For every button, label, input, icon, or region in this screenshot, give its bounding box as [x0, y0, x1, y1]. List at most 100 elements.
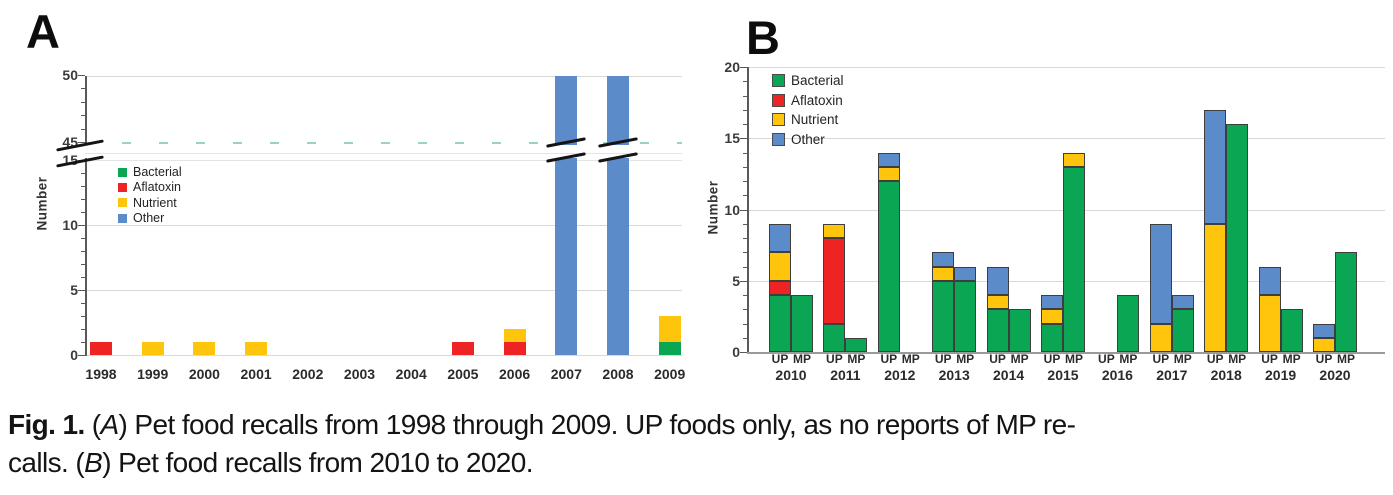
- y-tick-a-1: [81, 342, 85, 343]
- y-tick-b-4: [743, 295, 747, 296]
- panel-a-y-axis-title: Number: [34, 176, 50, 231]
- bar-a-2006-aflatoxin: [503, 342, 526, 355]
- legend-item-nutrient: Nutrient: [118, 196, 177, 210]
- y-tick-b-8: [743, 238, 747, 239]
- x-sublabel-b-2015-up: UP: [1043, 352, 1061, 366]
- legend-label-other: Other: [133, 211, 165, 226]
- x-tick-label-b-2014: 2014: [993, 367, 1025, 383]
- y-tick-b-20: [740, 67, 747, 68]
- x-sublabel-b-2012-mp: MP: [901, 352, 920, 366]
- bar-b-2020-mp-bacterial: [1335, 252, 1357, 352]
- legend-swatch-nutrient-icon: [772, 113, 785, 127]
- x-sublabel-b-2016-mp: MP: [1119, 352, 1138, 366]
- caption-line-1: Fig. 1. (A) Pet food recalls from 1998 th…: [8, 406, 1388, 444]
- y-tick-a-13: [81, 186, 85, 187]
- y-tick-a-12: [81, 199, 85, 200]
- y-tick-b-7: [743, 252, 747, 254]
- x-tick-label-a-2007: 2007: [550, 366, 582, 382]
- y-tick-b-1: [743, 337, 747, 339]
- gridline-a-5: [85, 290, 682, 291]
- gridline-b-15: [747, 138, 1385, 140]
- bar-b-2010-up-bacterial: [769, 295, 791, 352]
- y-tick-a-48: [81, 101, 85, 103]
- caption-text: ) Pet food recalls from 1998 through 200…: [118, 409, 1076, 440]
- bar-b-2010-up-aflatoxin: [769, 280, 791, 295]
- y-tick-label-b-10: 10: [724, 201, 740, 218]
- legend-label-bacterial: Bacterial: [133, 165, 182, 179]
- x-tick-label-b-2010: 2010: [775, 367, 807, 383]
- bar-b-2012-up-other: [877, 152, 900, 167]
- caption-text: A: [100, 409, 119, 440]
- y-tick-b-19: [743, 81, 747, 83]
- x-sublabel-b-2011-up: UP: [826, 352, 843, 366]
- y-tick-a-4: [81, 303, 85, 304]
- y-tick-a-6: [81, 277, 85, 278]
- bar-a-2006-nutrient: [503, 329, 526, 342]
- bar-b-2017-mp-other: [1171, 295, 1194, 310]
- y-axis-spine-lower: [85, 158, 87, 356]
- bar-a-2008-other-lower: [607, 158, 629, 355]
- y-tick-b-6: [743, 266, 747, 268]
- y-tick-a-0: [78, 355, 85, 356]
- gridline-a-0: [85, 355, 682, 356]
- x-sublabel-b-2020-up: UP: [1315, 352, 1333, 366]
- bar-b-2020-up-other: [1313, 323, 1335, 338]
- bar-b-2011-up-bacterial: [823, 323, 846, 352]
- panel-a: A Number 0 5 10 15 45 50 1998 1999 2000 2001 2002 2…: [0, 0, 700, 400]
- y-tick-a-49: [81, 88, 85, 90]
- y-tick-label-b-0: 0: [732, 344, 740, 360]
- legend-swatch-other-icon: [118, 213, 127, 223]
- bar-b-2013-mp-other: [954, 266, 977, 281]
- x-tick-label-a-1998: 1998: [85, 366, 117, 382]
- x-tick-label-b-2013: 2013: [938, 367, 970, 383]
- x-sublabel-b-2016-up: UP: [1098, 352, 1115, 366]
- bar-a-2009-nutrient: [658, 316, 681, 342]
- bar-b-2010-up-nutrient: [769, 252, 791, 281]
- x-tick-label-a-2002: 2002: [292, 366, 324, 382]
- bar-b-2014-mp-bacterial: [1008, 309, 1031, 352]
- y-tick-b-3: [743, 309, 747, 311]
- legend-item-bacterial: Bacterial: [118, 165, 182, 179]
- legend-label-bacterial: Bacterial: [791, 73, 844, 88]
- y-tick-a-11: [81, 212, 85, 213]
- x-tick-label-b-2012: 2012: [884, 367, 916, 383]
- bar-b-2015-mp-bacterial: [1063, 166, 1085, 352]
- legend-item-other: Other: [118, 211, 164, 225]
- break-dashed-line-45: [85, 142, 682, 144]
- y-tick-b-15: [740, 138, 747, 140]
- legend-label-nutrient: Nutrient: [791, 112, 839, 128]
- y-tick-b-14: [743, 152, 747, 154]
- y-tick-a-46: [81, 128, 85, 130]
- x-axis-line-b: [747, 352, 1385, 354]
- panel-b-label: B: [746, 11, 780, 64]
- y-tick-b-5: [740, 280, 747, 282]
- x-sublabel-b-2020-mp: MP: [1337, 352, 1355, 366]
- panel-b: B Number 0 5 10 15 20 UP MP 2010 UP MP 2011 UP MP 201…: [700, 0, 1393, 400]
- x-sublabel-b-2013-mp: MP: [956, 352, 975, 366]
- bar-b-2018-up-other: [1204, 109, 1227, 224]
- y-tick-label-b-20: 20: [724, 59, 740, 75]
- legend-swatch-nutrient-icon: [118, 198, 127, 208]
- x-sublabel-b-2015-mp: MP: [1065, 352, 1083, 366]
- x-tick-label-b-2019: 2019: [1265, 367, 1297, 383]
- legend-label-aflatoxin: Aflatoxin: [791, 92, 843, 108]
- y-tick-a-3: [81, 316, 85, 317]
- bar-b-2015-mp-nutrient: [1063, 152, 1085, 167]
- x-tick-label-a-2008: 2008: [602, 366, 634, 382]
- caption-text: ) Pet food recalls from 2010 to 2020.: [102, 447, 533, 478]
- y-tick-b-13: [743, 166, 747, 168]
- x-sublabel-b-2014-up: UP: [989, 352, 1006, 366]
- bar-a-1999-nutrient: [141, 342, 164, 355]
- legend-label-aflatoxin: Aflatoxin: [133, 180, 181, 195]
- caption-line-2: calls. (B) Pet food recalls from 2010 to…: [8, 444, 1388, 482]
- y-axis-spine-b: [747, 67, 749, 352]
- bar-a-2007-other-upper: [555, 76, 578, 145]
- bar-b-2017-up-other: [1149, 223, 1172, 324]
- y-tick-b-16: [743, 124, 747, 125]
- bar-a-2001-nutrient: [245, 342, 268, 355]
- legend-label-other: Other: [791, 131, 825, 147]
- y-tick-a-9: [81, 238, 85, 239]
- bar-b-2018-up-nutrient: [1204, 223, 1227, 352]
- bar-b-2017-up-nutrient: [1149, 323, 1172, 352]
